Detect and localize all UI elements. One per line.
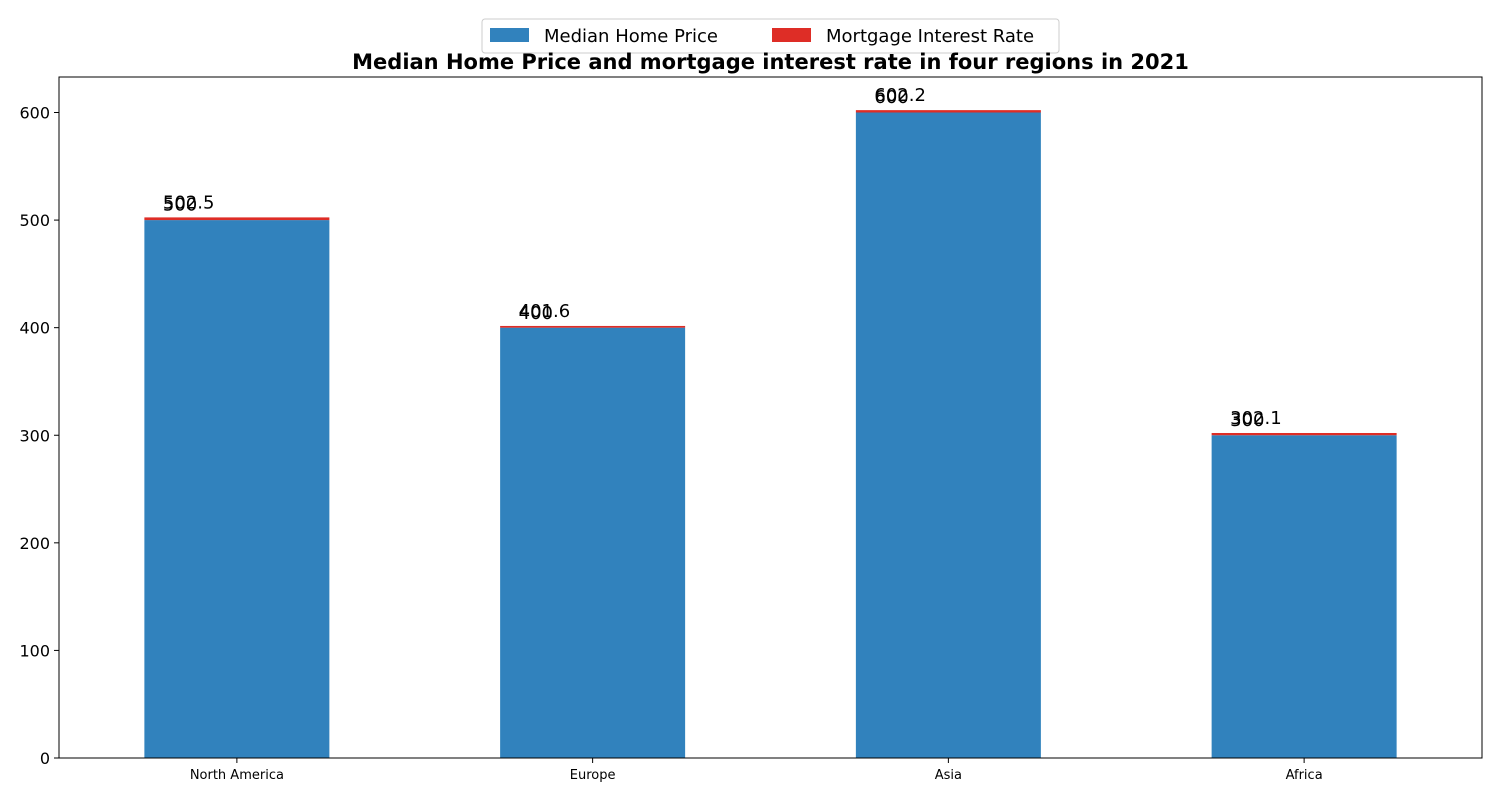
base-label: 300 (1230, 410, 1264, 431)
bar-rate-1 (500, 325, 686, 328)
total-label: 602.2 (874, 85, 926, 106)
legend-swatch (772, 28, 811, 42)
x-tick-label: Europe (570, 768, 616, 783)
total-label: 401.6 (519, 301, 571, 322)
bar-price-1 (500, 327, 686, 758)
bar-rate-0 (144, 217, 330, 221)
bar-rate-3 (1211, 432, 1397, 436)
legend-swatch (490, 28, 529, 42)
x-tick-label: North America (190, 768, 284, 783)
plot-frame (58, 76, 1483, 759)
legend-box (481, 18, 1060, 54)
total-label: 502.5 (163, 192, 215, 213)
legend-label: Mortgage Interest Rate (826, 26, 1034, 47)
base-label: 400 (519, 303, 553, 324)
y-tick-label: 600 (19, 104, 50, 123)
x-tick-label: Africa (1286, 768, 1323, 783)
y-tick-label: 500 (19, 211, 50, 230)
x-tick-label: Asia (935, 768, 962, 783)
bar-price-3 (1211, 435, 1397, 758)
y-tick-label: 200 (19, 534, 50, 553)
bar-price-2 (855, 112, 1041, 758)
total-label: 302.1 (1230, 408, 1282, 429)
bar-rate-2 (855, 110, 1041, 113)
y-tick-label: 100 (19, 641, 50, 660)
y-tick-label: 0 (40, 749, 50, 768)
chart-title: Median Home Price and mortgage interest … (352, 50, 1189, 74)
base-label: 600 (874, 87, 908, 108)
legend: Median Home Price Mortgage Interest Rate (481, 18, 1060, 54)
base-label: 500 (163, 194, 197, 215)
y-tick-label: 400 (19, 319, 50, 338)
legend-label: Median Home Price (544, 26, 718, 47)
bar-price-0 (144, 220, 330, 758)
y-tick-label: 300 (19, 426, 50, 445)
